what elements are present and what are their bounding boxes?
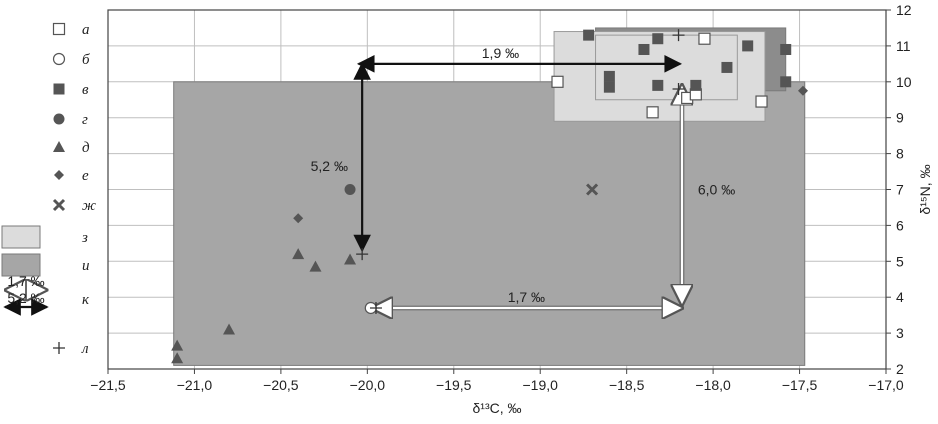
legend-marker-g [53,113,65,125]
data-point-v [603,70,615,82]
legend-marker-e [54,170,64,180]
area-i [173,81,806,366]
data-point-v [652,79,664,91]
legend-label-e: е [82,168,89,184]
data-point-l [369,301,382,314]
y-tick-label: 8 [896,146,904,162]
y-tick-label: 10 [896,74,912,90]
data-point-v [652,33,664,45]
data-point-d [292,248,305,260]
data-point-v [638,43,650,55]
legend-label-l: л [81,341,89,357]
data-point-a [755,95,768,108]
area-z [595,34,738,101]
data-point-g [344,184,356,195]
data-point-a [646,106,659,119]
legend-label-d: д [82,140,90,156]
legend-marker-a [52,22,66,36]
arrow-label: 1,7 ‰ [508,289,545,305]
y-tick-label: 12 [896,2,912,18]
legend-marker-d [53,141,65,152]
legend-swatch-z [1,225,41,249]
y-tick-label: 4 [896,289,904,305]
data-point-l [672,82,685,95]
x-tick-label: −17,5 [782,377,818,393]
data-point-zh [586,183,599,196]
x-tick-label: −17,0 [868,377,904,393]
plot-area: 1,9 ‰ 5,2 ‰ 6,0 ‰ 1,7 ‰ −21,5 −21,0 −20,5 −20,0… [90,2,933,416]
legend-label-zh: ж [82,198,96,214]
y-axis-title: δ¹⁵N, ‰ [917,164,933,214]
arrow-label: 1,9 ‰ [482,45,519,61]
y-tick-label: 2 [896,361,904,377]
legend-label-g: г [82,112,88,128]
legend-label-z: з [81,230,88,246]
data-point-l [672,29,685,42]
legend-label-a: а [82,22,90,38]
legend-arrow-label: 5,2 ‰ [7,290,44,306]
y-tick-label: 7 [896,182,904,198]
y-tick-label: 11 [896,38,911,54]
data-point-v [721,61,733,73]
legend-marker-l [53,342,65,354]
data-point-e [798,85,809,96]
x-axis-title: δ¹³C, ‰ [472,400,521,416]
legend-marker-v [53,83,65,95]
legend-swatch-i [1,253,41,277]
x-tick-label: −18,5 [609,377,645,393]
data-point-d [171,352,184,364]
data-point-d [309,260,322,272]
legend-label-b: б [82,52,90,68]
legend-marker-b [52,52,66,66]
data-point-a [698,32,711,45]
legend-marker-zh [52,198,66,212]
data-point-d [344,253,357,265]
x-tick-label: −18,0 [695,377,731,393]
legend-arrow-label: 1,7 ‰ [7,273,44,289]
data-point-v [780,76,792,88]
y-tick-label: 5 [896,253,904,269]
x-tick-label: −19,0 [523,377,559,393]
legend-label-k: к [82,292,90,308]
data-point-l [356,248,369,261]
data-point-e [293,213,304,224]
data-point-d [223,323,236,335]
data-point-d [171,339,184,351]
x-tick-label: −20,0 [350,377,386,393]
data-point-v [742,40,754,52]
y-tick-label: 6 [896,217,904,233]
x-tick-label: −20,5 [263,377,299,393]
arrow-label: 6,0 ‰ [698,182,735,198]
arrow-label: 5,2 ‰ [311,158,348,174]
legend-label-v: в [82,82,89,98]
legend-label-i: и [82,258,90,274]
data-point-v [583,29,595,41]
y-tick-label: 3 [896,325,904,341]
y-tick-label: 9 [896,110,904,126]
x-tick-label: −21,5 [90,377,126,393]
data-point-v [603,81,615,93]
data-point-a [551,75,564,88]
data-point-v [780,43,792,55]
data-point-v [690,79,702,91]
x-tick-label: −19,5 [436,377,472,393]
x-tick-label: −21,0 [177,377,213,393]
